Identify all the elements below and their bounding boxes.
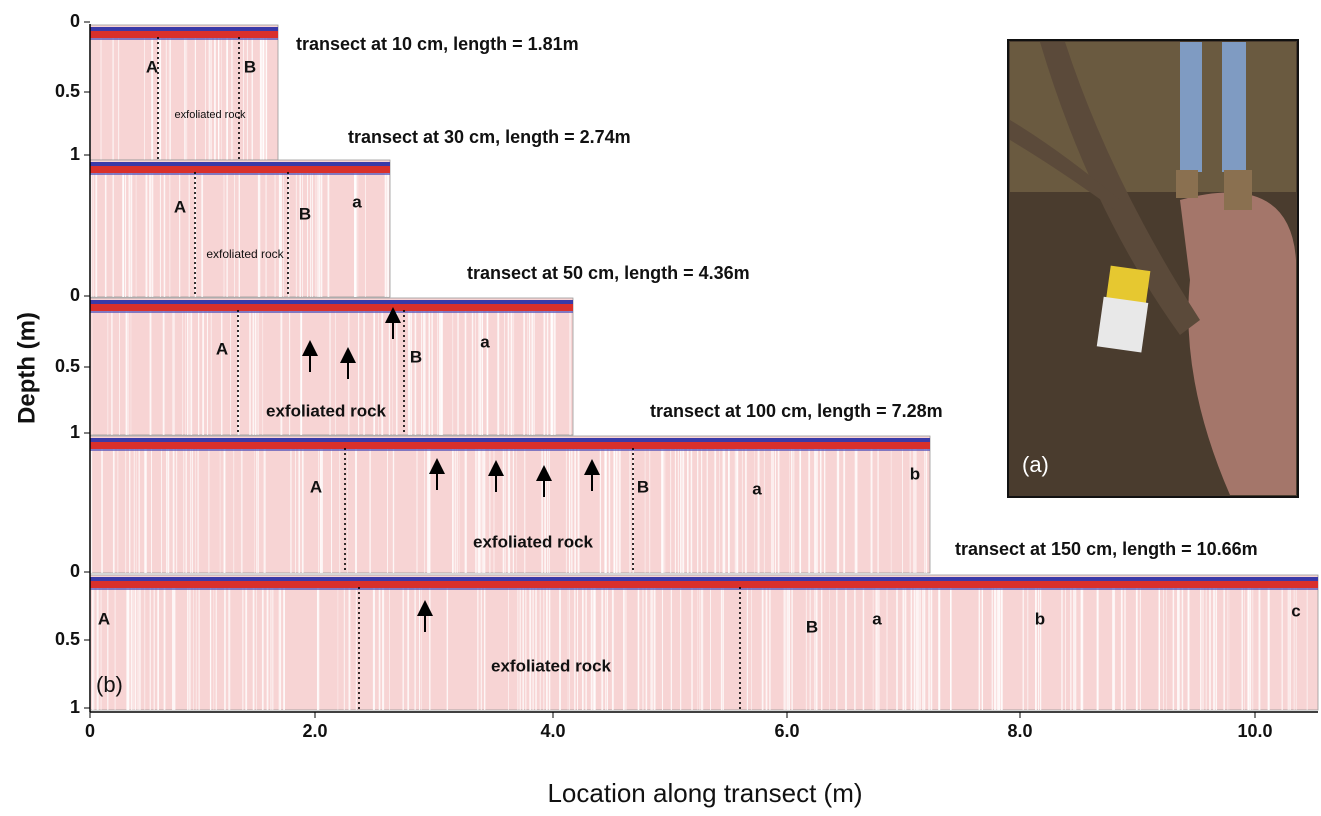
radargram-background (89, 297, 574, 436)
boot (1224, 170, 1252, 210)
x-tick-label: 10.0 (1237, 721, 1272, 741)
annotation: a (352, 192, 362, 211)
x-tick-label: 0 (85, 721, 95, 741)
reflector-band (90, 577, 1318, 581)
y-tick-label: 0 (70, 11, 80, 31)
reflector-band (90, 588, 1318, 590)
annotation: B (299, 204, 311, 223)
x-tick-label: 8.0 (1007, 721, 1032, 741)
annotation: A (98, 609, 110, 628)
reflector-band (90, 27, 278, 31)
y-axis-label: Depth (m) (13, 312, 40, 424)
photo-label: (a) (1022, 452, 1049, 477)
annotation: A (146, 57, 158, 76)
reflector-band (90, 449, 930, 451)
annotation: b (1035, 609, 1045, 628)
rock (1180, 192, 1296, 495)
y-tick-label: 0.5 (55, 629, 80, 649)
gpr-device-body (1096, 296, 1149, 353)
annotation: exfoliated rock (175, 109, 246, 121)
annotation: a (752, 479, 762, 498)
radargram: transect at 30 cm, length = 2.74m A Ba exfo… (89, 127, 631, 298)
reflector-band (90, 38, 278, 40)
reflector-band (90, 300, 573, 304)
y-tick-label: 0 (70, 561, 80, 581)
reflector-band (90, 442, 930, 449)
transect-title: transect at 100 cm, length = 7.28m (650, 401, 943, 421)
reflector-band (90, 311, 573, 313)
annotation: B (806, 617, 818, 636)
reflector-band (90, 31, 278, 38)
annotation: A (216, 339, 228, 358)
x-tick-label: 2.0 (302, 721, 327, 741)
y-tick-label: 1 (70, 422, 80, 442)
annotation: b (910, 464, 920, 483)
y-tick-label: 0 (70, 285, 80, 305)
y-tick-label: 0.5 (55, 81, 80, 101)
annotation: A (310, 477, 322, 496)
reflector-band (90, 304, 573, 311)
annotation: exfoliated rock (473, 532, 594, 551)
reflector-band (90, 162, 390, 166)
radargrams: transect at 10 cm, length = 1.81m A Bexfol… (89, 24, 1319, 711)
transect-title: transect at 50 cm, length = 4.36m (467, 263, 750, 283)
transect-title: transect at 30 cm, length = 2.74m (348, 127, 631, 147)
transect-title: transect at 150 cm, length = 10.66m (955, 539, 1258, 559)
radargram: transect at 50 cm, length = 4.36m A Ba exfo… (89, 263, 750, 436)
annotation: exfoliated rock (491, 656, 612, 675)
y-tick-label: 1 (70, 697, 80, 717)
annotation: exfoliated rock (206, 247, 284, 261)
x-tick-label: 4.0 (540, 721, 565, 741)
tree-branch (1010, 120, 1120, 210)
leg (1222, 42, 1246, 172)
annotation: c (1291, 601, 1300, 620)
annotation: exfoliated rock (266, 401, 387, 420)
x-tick-label: 6.0 (774, 721, 799, 741)
tree-trunk (1040, 42, 1200, 335)
y-tick-label: 1 (70, 144, 80, 164)
y-tick-label: 0.5 (55, 356, 80, 376)
reflector-band (90, 166, 390, 173)
leg (1180, 42, 1202, 172)
annotation: a (872, 609, 882, 628)
reflector-band (90, 581, 1318, 588)
annotation: B (244, 57, 256, 76)
annotation: B (637, 477, 649, 496)
boot (1176, 170, 1198, 198)
photo: (a) (1007, 39, 1299, 498)
annotation: A (174, 197, 186, 216)
reflector-band (90, 438, 930, 442)
transect-title: transect at 10 cm, length = 1.81m (296, 34, 579, 54)
radargram-background (89, 574, 1319, 711)
radargram-background (89, 24, 279, 161)
annotation: B (410, 347, 422, 366)
panel-label: (b) (96, 672, 123, 697)
annotation: a (480, 332, 490, 351)
x-axis-label: Location along transect (m) (547, 778, 862, 808)
radargram-background (89, 159, 391, 298)
reflector-band (90, 173, 390, 175)
